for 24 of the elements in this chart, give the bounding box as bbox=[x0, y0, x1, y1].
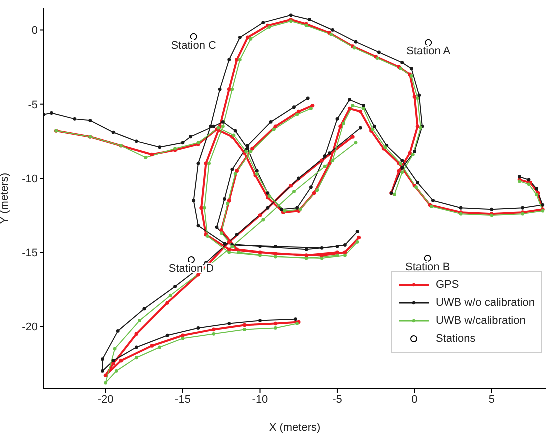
legend-label: GPS bbox=[436, 278, 460, 293]
y-tick-label: -15 bbox=[22, 248, 38, 260]
x-tick-label: 5 bbox=[488, 394, 495, 406]
y-tick-label: -10 bbox=[22, 173, 38, 186]
x-tick-label: 0 bbox=[412, 394, 418, 406]
legend-label: UWB w/o calibration bbox=[436, 296, 535, 311]
legend-label: UWB w/calibration bbox=[436, 314, 526, 329]
annotation: Station C bbox=[171, 40, 217, 52]
x-axis-title: X (meters) bbox=[269, 422, 321, 434]
y-tick-label: -5 bbox=[28, 99, 38, 112]
annotation: Station A bbox=[406, 46, 452, 58]
point bbox=[424, 255, 432, 262]
annotation: Station B bbox=[406, 261, 450, 274]
point bbox=[190, 33, 198, 40]
point bbox=[188, 256, 196, 264]
y-tick-label: 0 bbox=[32, 25, 38, 38]
x-tick-label: -20 bbox=[98, 394, 114, 406]
y-axis-title: Y (meters) bbox=[0, 172, 11, 224]
x-tick-label: -5 bbox=[332, 394, 342, 406]
x-tick-label: -10 bbox=[252, 394, 268, 406]
x-tick-label: -15 bbox=[175, 394, 191, 406]
legend-label: Stations bbox=[436, 332, 476, 347]
point bbox=[425, 39, 432, 46]
y-tick-label: -20 bbox=[22, 322, 38, 334]
